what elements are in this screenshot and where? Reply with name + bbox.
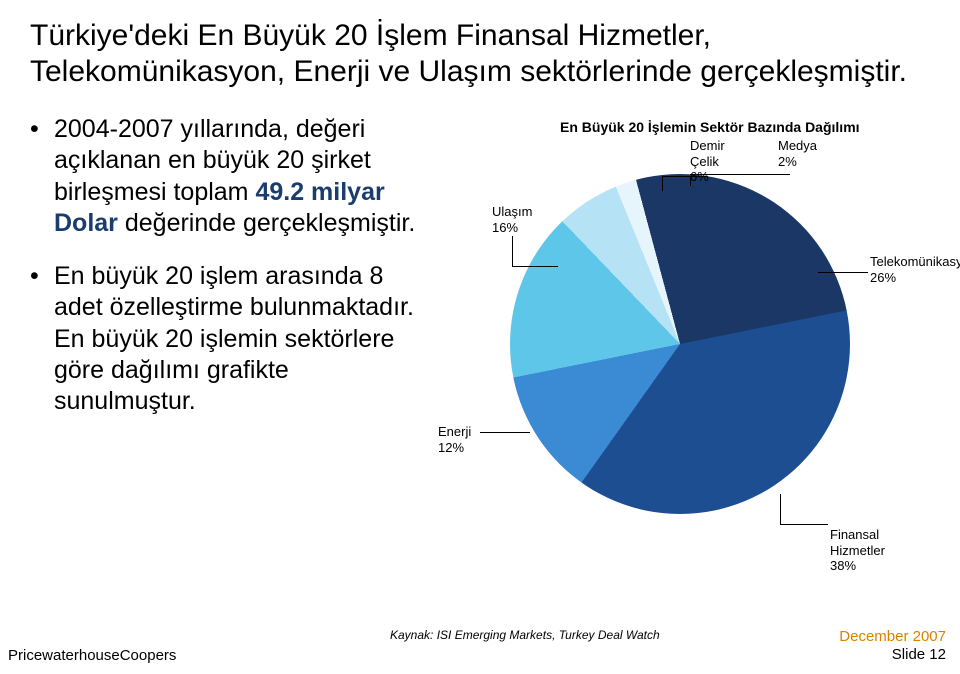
- bullet-list: 2004-2007 yıllarında, değeri açıklanan e…: [30, 114, 430, 439]
- leader-line: [662, 176, 663, 191]
- footer-slide-number: Slide 12: [839, 646, 946, 664]
- leader-line: [512, 236, 513, 266]
- bullet-text: En büyük 20 işlem arasında 8 adet özelle…: [54, 262, 414, 415]
- pie-slice-label: FinansalHizmetler38%: [830, 527, 885, 574]
- leader-line: [690, 176, 691, 186]
- pie-slice-label: Telekomünikasyon26%: [870, 254, 960, 285]
- leader-line: [780, 494, 781, 524]
- footer-company: PricewaterhouseCoopers: [8, 647, 176, 664]
- leader-line: [512, 266, 558, 267]
- slide-title: Türkiye'deki En Büyük 20 İşlem Finansal …: [30, 18, 930, 90]
- footer-right: December 2007 Slide 12: [839, 628, 946, 664]
- leader-line: [480, 432, 530, 433]
- leader-line: [780, 524, 828, 525]
- leader-line: [818, 272, 868, 273]
- chart-title: En Büyük 20 İşlemin Sektör Bazında Dağıl…: [560, 119, 860, 135]
- pie-slice-label: Ulaşım16%: [492, 204, 532, 235]
- pie-slice-label: Medya2%: [778, 138, 817, 169]
- leader-line: [662, 176, 707, 177]
- pie-slice-label: DemirÇelik6%: [690, 138, 725, 185]
- leader-line: [690, 174, 790, 175]
- pie-slice-label: Enerji12%: [438, 424, 471, 455]
- pie-chart: En Büyük 20 İşlemin Sektör Bazında Dağıl…: [430, 114, 930, 594]
- bullet-item: En büyük 20 işlem arasında 8 adet özelle…: [30, 261, 430, 417]
- bullet-item: 2004-2007 yıllarında, değeri açıklanan e…: [30, 114, 430, 239]
- footer-date: December 2007: [839, 628, 946, 646]
- bullet-text: değerinde gerçekleşmiştir.: [118, 209, 415, 237]
- source-citation: Kaynak: ISI Emerging Markets, Turkey Dea…: [390, 628, 660, 642]
